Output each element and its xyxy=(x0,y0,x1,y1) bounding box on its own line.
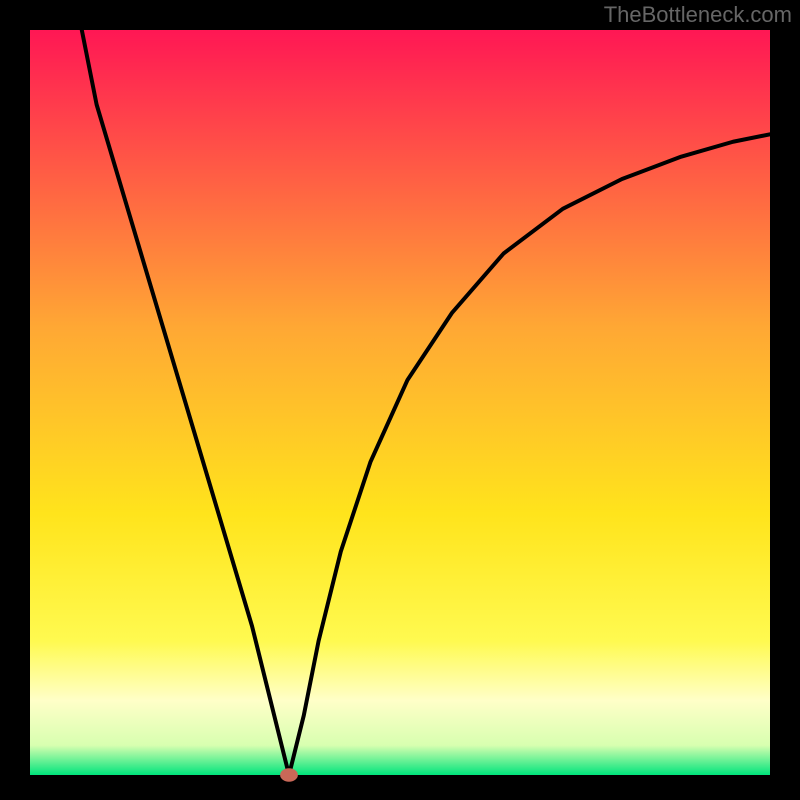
bottleneck-chart xyxy=(0,0,800,800)
chart-container: TheBottleneck.com xyxy=(0,0,800,800)
watermark-text: TheBottleneck.com xyxy=(604,2,792,28)
optimal-marker xyxy=(280,768,298,781)
plot-background xyxy=(30,30,770,775)
